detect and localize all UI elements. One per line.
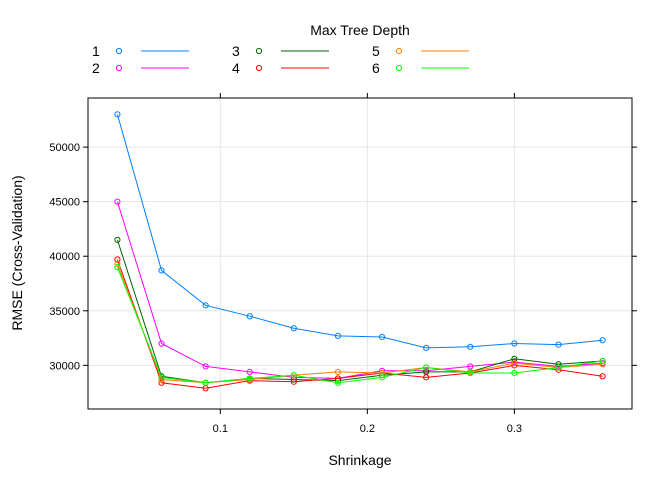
data-point xyxy=(114,236,121,243)
legend-label: 4 xyxy=(232,60,240,76)
data-point xyxy=(202,302,209,309)
data-point xyxy=(114,256,121,263)
data-point xyxy=(599,373,606,380)
legend-label: 2 xyxy=(92,60,100,76)
data-point xyxy=(511,340,518,347)
data-point xyxy=(290,372,297,379)
legend-entry-1: 1 xyxy=(92,43,189,59)
data-point xyxy=(246,313,253,320)
series-1 xyxy=(114,111,606,351)
legend-marker xyxy=(255,64,263,72)
data-point xyxy=(158,374,165,381)
legend-marker xyxy=(115,64,123,72)
legend-label: 6 xyxy=(372,60,380,76)
data-point xyxy=(290,378,297,385)
data-point xyxy=(555,364,562,371)
data-point xyxy=(334,332,342,339)
data-point xyxy=(555,341,562,348)
series-line xyxy=(116,259,603,389)
data-point xyxy=(334,379,342,386)
legend-label: 1 xyxy=(92,43,100,59)
x-tick-label: 0.3 xyxy=(507,423,522,435)
data-point xyxy=(246,375,253,382)
series-6 xyxy=(114,264,606,386)
data-point xyxy=(114,198,121,205)
legend-entry-4: 4 xyxy=(232,60,329,76)
data-point xyxy=(290,325,297,332)
data-point xyxy=(599,357,606,365)
legend-entry-6: 6 xyxy=(372,60,469,76)
legend: Max Tree Depth 12 34 56 xyxy=(92,22,469,76)
data-point xyxy=(511,360,518,367)
series-layer xyxy=(114,111,606,392)
legend-marker xyxy=(395,64,403,72)
plot-area: 0.1 0.2 0.3 30000 35000 40000 45000 50000 xyxy=(49,93,637,435)
series-3 xyxy=(114,236,606,386)
series-line xyxy=(116,114,603,349)
legend-label: 3 xyxy=(232,43,240,59)
data-point xyxy=(467,343,474,350)
data-point xyxy=(511,369,518,377)
data-point xyxy=(599,337,606,344)
data-point xyxy=(158,267,165,274)
data-point xyxy=(202,379,209,386)
x-tick-label: 0.1 xyxy=(213,423,228,435)
data-point xyxy=(246,368,253,375)
legend-title: Max Tree Depth xyxy=(310,22,410,38)
legend-entry-2: 2 xyxy=(92,60,189,76)
data-point xyxy=(114,260,121,267)
data-point xyxy=(467,369,474,377)
y-tick-label: 40000 xyxy=(49,251,80,263)
data-point xyxy=(511,355,518,362)
data-point xyxy=(599,361,606,368)
data-point xyxy=(334,368,342,375)
x-axis-label: Shrinkage xyxy=(328,452,391,468)
y-tick-label: 50000 xyxy=(49,142,80,154)
legend-marker xyxy=(255,47,263,55)
series-2 xyxy=(114,198,606,382)
legend-marker xyxy=(395,47,403,55)
data-point xyxy=(378,374,386,381)
data-point xyxy=(158,340,165,347)
x-tick-label: 0.2 xyxy=(360,423,375,435)
legend-entry-3: 3 xyxy=(232,43,329,59)
series-line xyxy=(116,201,603,379)
y-tick-label: 35000 xyxy=(49,306,80,318)
data-point xyxy=(202,363,209,370)
data-point xyxy=(334,375,342,382)
y-axis-label: RMSE (Cross-Validation) xyxy=(9,175,25,330)
axis-ticks: 0.1 0.2 0.3 30000 35000 40000 45000 50000 xyxy=(49,93,637,435)
data-point xyxy=(423,364,430,371)
legend-entry-5: 5 xyxy=(372,43,469,59)
y-tick-label: 45000 xyxy=(49,197,80,209)
legend-marker xyxy=(115,47,123,55)
y-tick-label: 30000 xyxy=(49,360,80,372)
series-line xyxy=(116,239,603,384)
data-point xyxy=(378,369,386,377)
legend-label: 5 xyxy=(372,43,380,59)
data-point xyxy=(423,344,430,351)
data-point xyxy=(114,111,121,118)
series-line xyxy=(116,266,603,384)
plot-frame xyxy=(87,97,633,410)
gridlines xyxy=(88,98,632,409)
data-point xyxy=(378,333,386,341)
data-point xyxy=(423,374,430,381)
data-point xyxy=(114,264,121,271)
